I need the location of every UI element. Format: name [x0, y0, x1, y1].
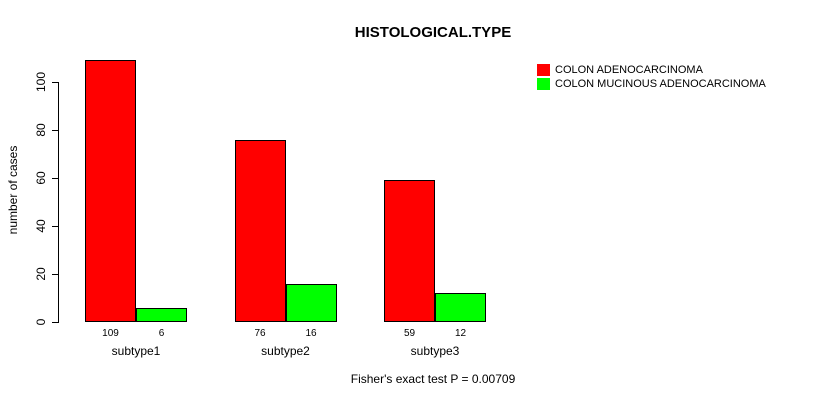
- legend-entry-colon-mucinous-adenocarcinoma: COLON MUCINOUS ADENOCARCINOMA: [537, 77, 766, 91]
- y-axis-tick-label: 80: [34, 123, 48, 137]
- bar-count-label-subtype2-colon-adenocarcinoma: 76: [254, 328, 266, 339]
- legend-label: COLON MUCINOUS ADENOCARCINOMA: [555, 78, 766, 90]
- legend: COLON ADENOCARCINOMA COLON MUCINOUS ADEN…: [537, 63, 766, 91]
- legend-entry-colon-adenocarcinoma: COLON ADENOCARCINOMA: [537, 63, 766, 77]
- bar-subtype2-colon-adenocarcinoma: [234, 139, 286, 322]
- y-axis-label: number of cases: [6, 145, 20, 235]
- y-axis-tick: [52, 82, 58, 83]
- y-axis-line: [58, 82, 59, 323]
- y-axis-tick: [52, 226, 58, 227]
- legend-swatch-green: [537, 78, 550, 90]
- bar-count-label-subtype2-colon-mucinous-adenocarcinoma: 16: [305, 328, 317, 339]
- y-axis-tick: [52, 130, 58, 131]
- bar-count-label-subtype3-colon-adenocarcinoma: 59: [403, 328, 416, 339]
- bar-subtype1-colon-mucinous-adenocarcinoma: [136, 307, 187, 322]
- y-axis-tick: [52, 274, 58, 275]
- legend-swatch-red: [537, 64, 550, 76]
- x-axis-category-label-subtype3: subtype3: [410, 344, 460, 358]
- bar-subtype3-colon-mucinous-adenocarcinoma: [435, 293, 486, 322]
- legend-label: COLON ADENOCARCINOMA: [555, 64, 703, 76]
- x-axis-category-label-subtype1: subtype1: [111, 344, 161, 358]
- x-axis-category-label-subtype2: subtype2: [261, 344, 310, 358]
- y-axis-tick: [52, 322, 58, 323]
- y-axis-tick-label: 20: [34, 267, 48, 281]
- y-axis-tick: [52, 178, 58, 179]
- y-axis-tick-label: 100: [34, 71, 48, 93]
- chart-title: HISTOLOGICAL.TYPE: [354, 24, 512, 41]
- bar-count-label-subtype1-colon-adenocarcinoma: 109: [102, 328, 119, 339]
- bar-subtype3-colon-adenocarcinoma: [384, 180, 435, 322]
- bar-subtype2-colon-mucinous-adenocarcinoma: [285, 283, 337, 322]
- y-axis-tick-label: 60: [34, 171, 48, 185]
- bar-subtype1-colon-adenocarcinoma: [85, 60, 136, 322]
- footnote-fisher-test: Fisher's exact test P = 0.00709: [350, 372, 516, 386]
- bar-count-label-subtype1-colon-mucinous-adenocarcinoma: 6: [158, 328, 165, 339]
- bar-count-label-subtype3-colon-mucinous-adenocarcinoma: 12: [454, 328, 467, 339]
- y-axis-tick-label: 40: [34, 219, 48, 233]
- y-axis-tick-label: 0: [34, 318, 48, 326]
